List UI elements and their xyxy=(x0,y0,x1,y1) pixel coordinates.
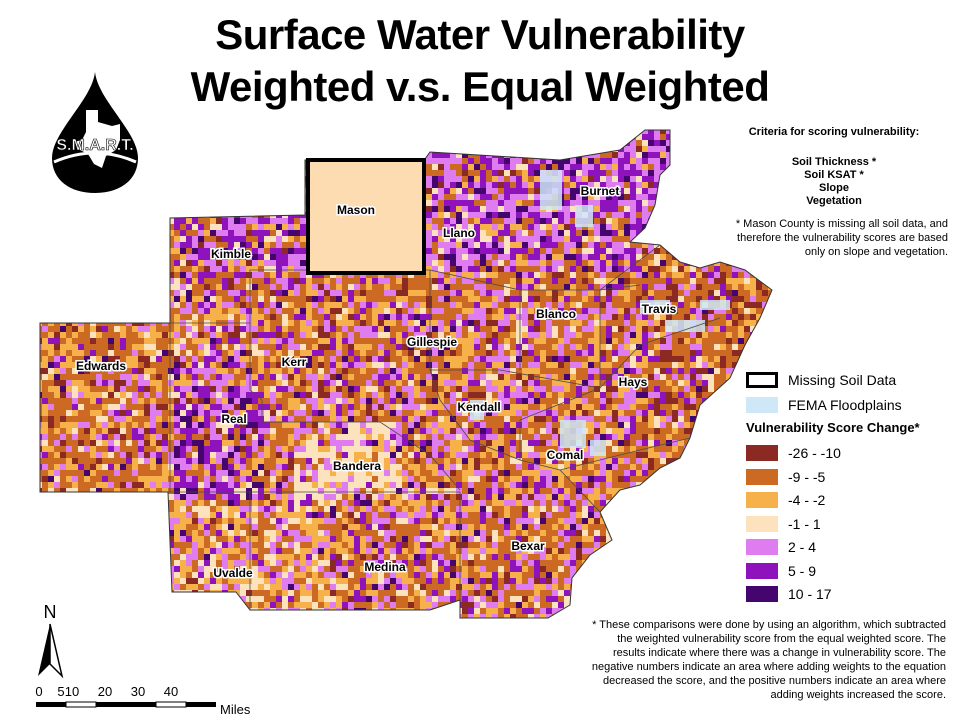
smart-logo: S.M.A.R.T. xyxy=(52,72,138,193)
legend-swatch xyxy=(746,515,778,532)
legend-swatch xyxy=(746,468,778,485)
legend-class-label: -1 - 1 xyxy=(788,515,821,532)
legend-class-row: 5 - 9 xyxy=(746,562,817,579)
county-label-edwards: Edwards xyxy=(76,359,126,373)
county-boundaries xyxy=(168,244,721,610)
legend-class-row: -4 - -2 xyxy=(746,492,825,508)
scale-tick-label: 5 xyxy=(57,684,64,699)
legend-class-row: -9 - -5 xyxy=(746,468,826,485)
scale-tick-labels: 0 5 10 20 30 40 xyxy=(35,684,178,699)
criteria-item: Slope xyxy=(819,182,849,194)
legend-class-row: -26 - -10 xyxy=(746,445,841,461)
scale-tick-label: 30 xyxy=(131,684,145,699)
county-labels: Mason Llano Burnet Kimble Travis Blanco Gilles… xyxy=(74,183,678,582)
legend-swatch xyxy=(746,562,778,579)
county-label-mason: Mason xyxy=(337,203,375,217)
county-label-burnet: Burnet xyxy=(581,184,620,198)
map-title-line-2: Weighted v.s. Equal Weighted xyxy=(190,63,770,110)
criteria-heading: Criteria for scoring vulnerability: xyxy=(748,126,920,138)
legend-fema-floodplains: FEMA Floodplains xyxy=(746,397,902,413)
county-label-bandera: Bandera xyxy=(333,459,381,473)
legend-class-row: -1 - 1 xyxy=(746,515,821,532)
legend-title: Vulnerability Score Change* xyxy=(746,420,920,435)
county-label-travis: Travis xyxy=(642,302,677,316)
logo-text: S.M.A.R.T. xyxy=(56,137,133,154)
county-label-kerr: Kerr xyxy=(282,355,307,369)
county-label-kimble: Kimble xyxy=(211,247,251,261)
fema-floodplain-layer xyxy=(470,170,730,456)
legend-swatch xyxy=(746,445,778,461)
county-label-bexar: Bexar xyxy=(511,539,545,553)
map-title-line-1: Surface Water Vulnerability xyxy=(215,11,745,58)
legend-class-label: 10 - 17 xyxy=(788,586,832,602)
mason-county-missing-soil xyxy=(306,158,426,275)
scale-unit: Miles xyxy=(220,702,251,716)
scale-bar: 0 5 10 20 30 40 Miles xyxy=(35,684,251,716)
legend-class-row: 2 - 4 xyxy=(746,539,816,555)
scale-tick-label: 10 xyxy=(65,684,79,699)
legend-swatch xyxy=(746,586,778,602)
legend-swatch xyxy=(746,539,778,555)
criteria-item: Vegetation xyxy=(806,195,862,207)
legend-swatch xyxy=(746,372,778,388)
county-label-medina: Medina xyxy=(364,560,406,574)
county-label-hays: Hays xyxy=(619,375,648,389)
county-label-gillespie: Gillespie xyxy=(407,335,457,349)
scale-tick-label: 0 xyxy=(35,684,42,699)
county-label-uvalde: Uvalde xyxy=(213,566,253,580)
county-label-kendall: Kendall xyxy=(457,400,500,414)
scale-tick-label: 20 xyxy=(98,684,112,699)
legend-label: Missing Soil Data xyxy=(788,372,897,388)
methodology-footnote: * These comparisons were done by using a… xyxy=(591,619,946,701)
mason-county-note: * Mason County is missing all soil data,… xyxy=(735,218,948,258)
county-label-blanco: Blanco xyxy=(536,307,576,321)
water-drop-texas-icon xyxy=(52,72,138,193)
legend-class-label: -9 - -5 xyxy=(788,468,826,485)
legend-class-label: 5 - 9 xyxy=(788,562,817,579)
legend-class-label: -26 - -10 xyxy=(788,445,841,461)
legend-label: FEMA Floodplains xyxy=(788,397,902,413)
scale-tick-label: 40 xyxy=(164,684,178,699)
legend-missing-soil-data: Missing Soil Data xyxy=(746,372,896,388)
legend-class-label: -4 - -2 xyxy=(788,492,826,508)
legend-swatch xyxy=(746,397,778,413)
county-label-real: Real xyxy=(221,412,246,426)
north-arrow-icon: N xyxy=(38,602,64,679)
criteria-item: Soil Thickness * xyxy=(791,156,877,168)
legend-class-row: 10 - 17 xyxy=(746,586,832,602)
north-label: N xyxy=(44,602,57,622)
county-label-comal: Comal xyxy=(547,448,584,462)
criteria-list: Soil Thickness * Soil KSAT * Slope Veget… xyxy=(718,156,950,208)
legend-class-label: 2 - 4 xyxy=(788,539,817,555)
legend-swatch xyxy=(746,492,778,508)
county-label-llano: Llano xyxy=(443,226,475,240)
criteria-item: Soil KSAT * xyxy=(804,169,864,181)
